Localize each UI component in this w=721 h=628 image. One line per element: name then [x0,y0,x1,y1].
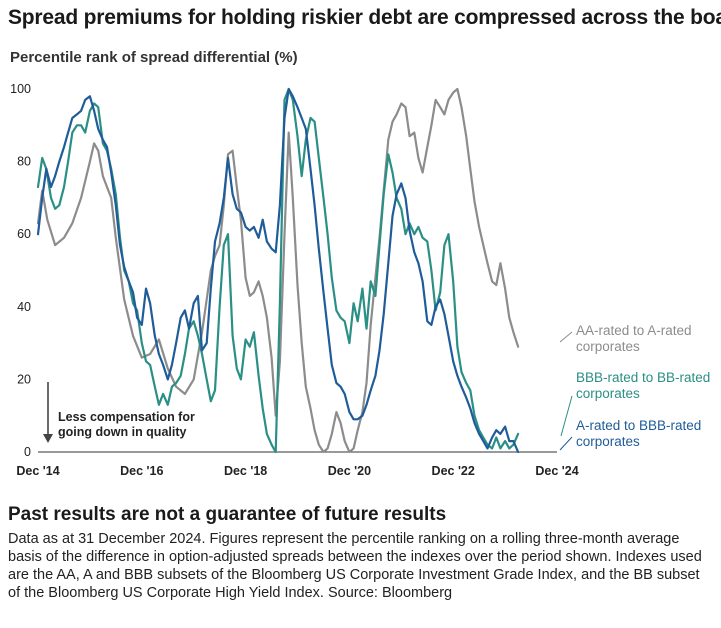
line-chart: 0 20 40 60 80 100 Dec '14 Dec '16 Dec '18 Dec '2… [10,82,710,478]
series-line-1 [36,87,520,454]
series-label-leader [559,436,573,451]
series-lines [36,87,520,454]
chart-title: Spread premiums for holding riskier debt… [8,6,721,29]
x-tick-label: Dec '22 [432,464,475,478]
series-label-leader [560,395,573,437]
x-tick-label: Dec '18 [224,464,267,478]
y-tick-label: 80 [17,155,31,169]
x-tick-label: Dec '20 [328,464,371,478]
y-axis-ticks: 0 20 40 60 80 100 [10,82,31,459]
y-axis-label: Percentile rank of spread differential (… [10,49,298,66]
series-label: BBB-rated to BB-rated [576,370,710,385]
y-tick-label: 20 [17,372,31,386]
x-axis-ticks: Dec '14 Dec '16 Dec '18 Dec '20 Dec '22 Dec '… [16,464,578,478]
y-tick-label: 60 [17,227,31,241]
series-label: corporates [576,339,640,354]
series-line-2 [36,87,520,454]
x-tick-label: Dec '16 [120,464,163,478]
series-label: corporates [576,434,640,449]
x-tick-label: Dec '14 [16,464,59,478]
y-tick-label: 100 [10,82,31,96]
annotation-text: Less compensation for [58,410,195,424]
y-tick-label: 40 [17,300,31,314]
series-line-3 [36,87,520,454]
source-note: Data as at 31 December 2024. Figures rep… [8,531,702,601]
x-tick-label: Dec '24 [535,464,578,478]
series-label: A-rated to BBB-rated [576,418,701,433]
y-tick-label: 0 [24,445,31,459]
series-label-leader [559,331,573,343]
series-label: AA-rated to A-rated [576,323,692,338]
arrowhead-icon [43,434,53,443]
annotation-text: going down in quality [58,425,187,439]
disclaimer-heading: Past results are not a guarantee of futu… [8,504,447,525]
series-label: corporates [576,386,640,401]
